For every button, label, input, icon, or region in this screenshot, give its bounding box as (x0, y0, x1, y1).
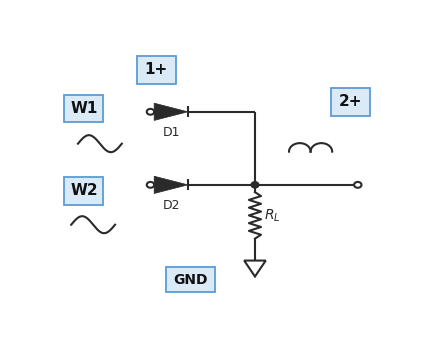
Text: W2: W2 (70, 183, 98, 198)
Text: 2+: 2+ (338, 94, 361, 109)
Text: $R_L$: $R_L$ (264, 207, 280, 224)
FancyBboxPatch shape (137, 56, 175, 84)
Polygon shape (154, 176, 187, 194)
Text: 1+: 1+ (145, 62, 168, 78)
Circle shape (146, 182, 154, 188)
FancyBboxPatch shape (165, 267, 214, 293)
Polygon shape (154, 103, 187, 120)
Text: D1: D1 (162, 126, 179, 139)
Polygon shape (243, 260, 265, 276)
Circle shape (353, 182, 361, 188)
FancyBboxPatch shape (64, 95, 103, 122)
FancyBboxPatch shape (64, 177, 103, 205)
Text: W1: W1 (70, 101, 97, 116)
FancyBboxPatch shape (330, 88, 369, 116)
Circle shape (251, 182, 258, 188)
Circle shape (146, 109, 154, 115)
Text: GND: GND (172, 273, 207, 287)
Circle shape (251, 182, 258, 188)
Text: D2: D2 (162, 199, 179, 212)
